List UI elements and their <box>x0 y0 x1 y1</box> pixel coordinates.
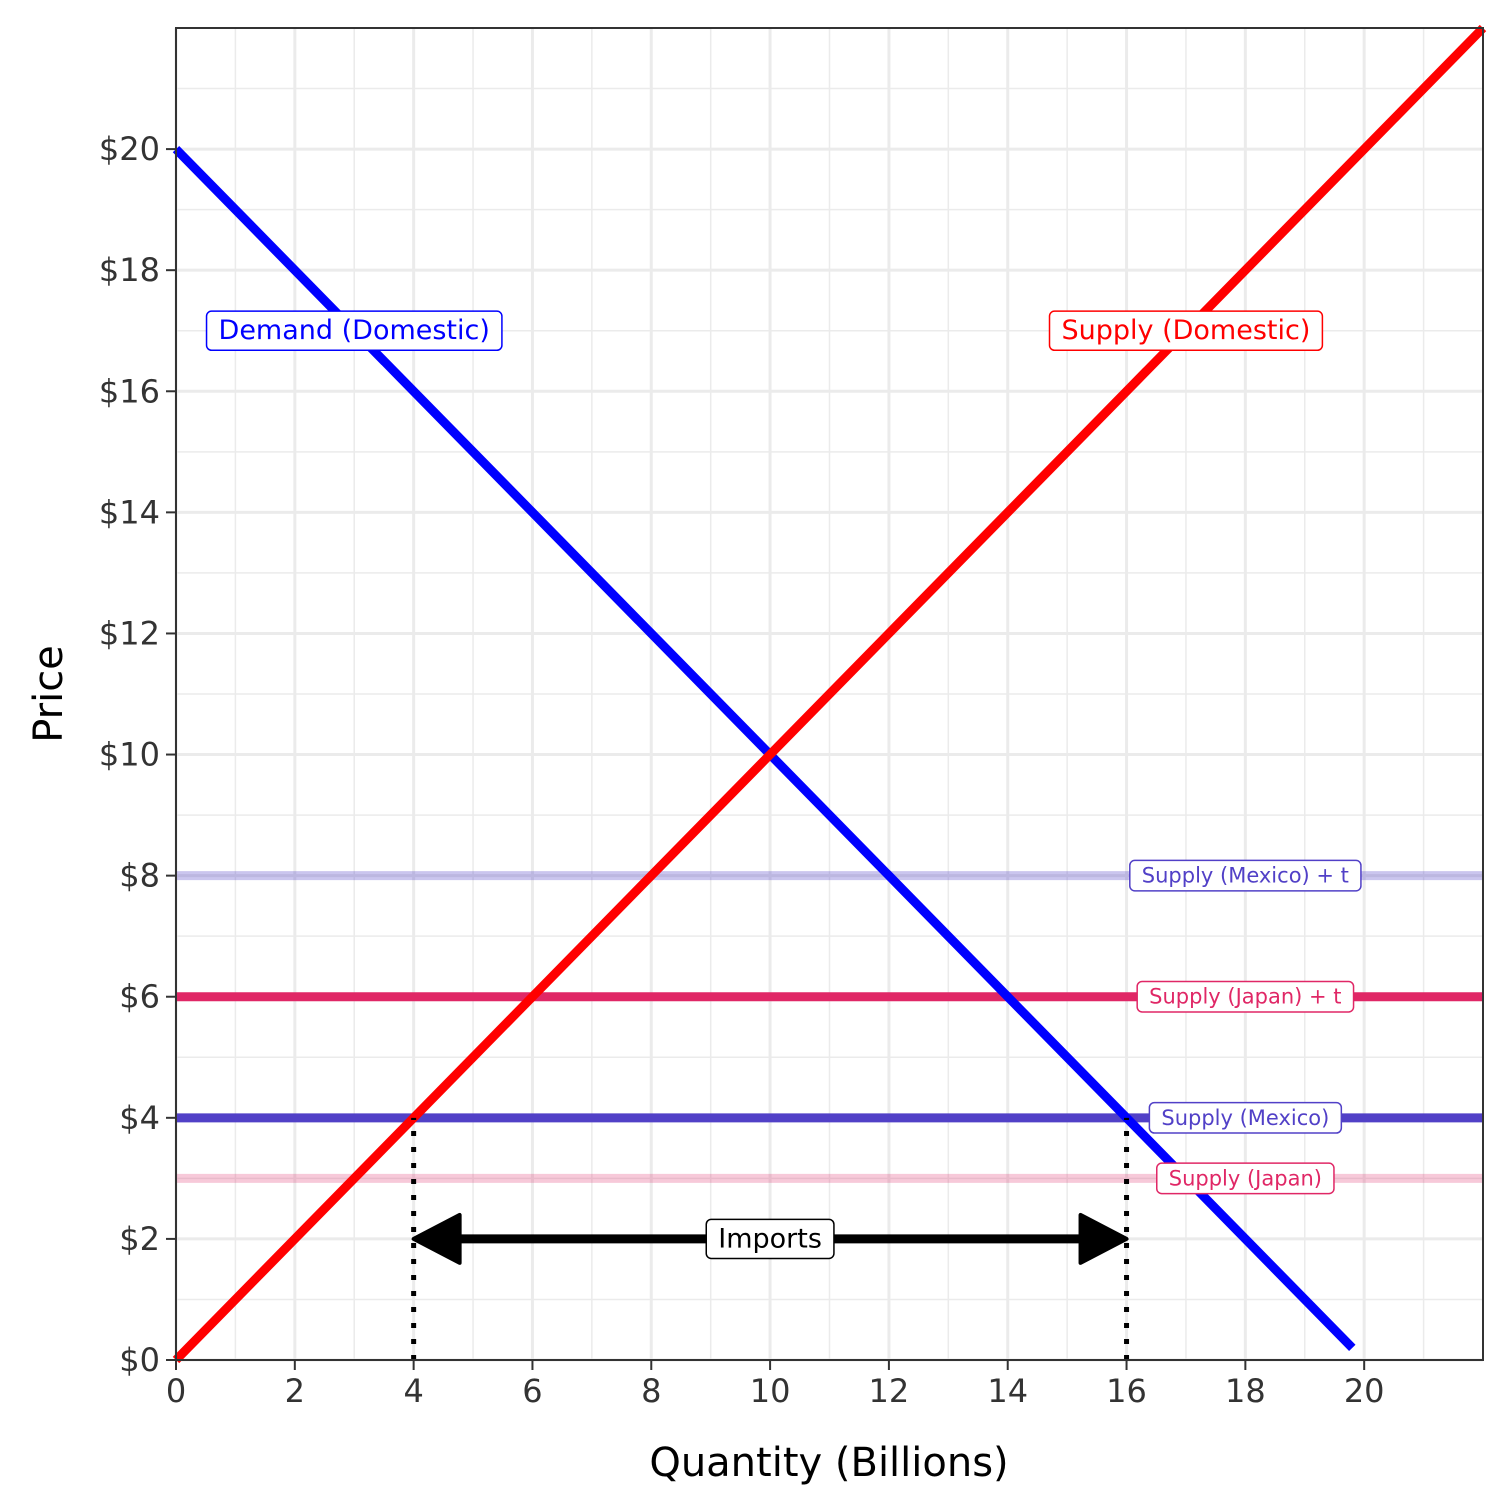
y-tick-label: $16 <box>99 372 160 410</box>
y-tick-label: $10 <box>99 736 160 774</box>
series-label-supply-japan-t: Supply (Japan) + t <box>1136 980 1355 1013</box>
x-tick-label: 4 <box>403 1372 423 1410</box>
series-label-supply-japan-t-text: Supply (Japan) + t <box>1149 985 1341 1009</box>
y-tick-label: $18 <box>99 251 160 289</box>
series-label-demand-domestic: Demand (Domestic) <box>205 310 503 352</box>
y-tick-label: $12 <box>99 614 160 652</box>
series-label-supply-japan-text: Supply (Japan) <box>1169 1166 1322 1190</box>
y-axis-title: Price <box>26 645 72 743</box>
series-label-supply-mexico-t: Supply (Mexico) + t <box>1129 859 1362 892</box>
series-label-supply-japan: Supply (Japan) <box>1156 1162 1335 1195</box>
series-line-supply-domestic <box>172 24 1487 1364</box>
annotation-label-imports-box <box>705 1218 835 1260</box>
series-label-supply-domestic-box <box>1048 310 1324 352</box>
series-lines <box>172 24 1487 1364</box>
x-tick-label: 0 <box>166 1372 186 1410</box>
imports-arrow-head-left <box>411 1212 462 1265</box>
y-tick-label: $8 <box>119 857 160 895</box>
x-tick-label: 14 <box>987 1372 1028 1410</box>
plot-border <box>175 27 1484 1361</box>
y-tick-label: $14 <box>99 493 160 531</box>
axes: 0 2 4 6 8 10 12 14 16 18 20 $0 $2 $4 $6 $8 $10 $12 $14 $16 $… <box>99 130 1385 1410</box>
series-label-supply-japan-t-box <box>1136 980 1355 1013</box>
y-tick-label: $20 <box>99 130 160 168</box>
x-tick-label: 12 <box>869 1372 910 1410</box>
series-label-supply-japan-box <box>1156 1162 1335 1195</box>
x-tick-label: 10 <box>750 1372 791 1410</box>
series-label-demand-domestic-box <box>205 310 503 352</box>
series-label-supply-domestic-text: Supply (Domestic) <box>1062 315 1311 346</box>
imports-arrow-head-right <box>1078 1212 1129 1265</box>
series-label-supply-mexico-t-box <box>1129 859 1362 892</box>
series-label-supply-mexico-box <box>1148 1101 1343 1134</box>
x-axis-title: Quantity (Billions) <box>649 1440 1008 1486</box>
x-tick-label: 8 <box>641 1372 661 1410</box>
series-labels: Supply (Mexico) + t Supply (Japan) Supply … <box>205 310 1362 1260</box>
series-label-supply-mexico-text: Supply (Mexico) <box>1161 1106 1329 1130</box>
x-tick-label: 16 <box>1106 1372 1147 1410</box>
y-tick-label: $6 <box>119 978 160 1016</box>
y-tick-label: $4 <box>119 1099 160 1137</box>
y-tick-label: $2 <box>119 1220 160 1258</box>
x-tick-label: 20 <box>1344 1372 1385 1410</box>
x-tick-label: 6 <box>522 1372 542 1410</box>
annotation-label-imports: Imports <box>705 1218 835 1260</box>
series-label-supply-mexico: Supply (Mexico) <box>1148 1101 1343 1134</box>
series-label-demand-domestic-text: Demand (Domestic) <box>219 315 490 346</box>
x-tick-label: 18 <box>1225 1372 1266 1410</box>
series-label-supply-domestic: Supply (Domestic) <box>1048 310 1324 352</box>
annotation-label-imports-text: Imports <box>718 1223 822 1254</box>
x-tick-label: 2 <box>285 1372 305 1410</box>
series-label-supply-mexico-t-text: Supply (Mexico) + t <box>1142 864 1349 888</box>
y-tick-label: $0 <box>119 1341 160 1379</box>
